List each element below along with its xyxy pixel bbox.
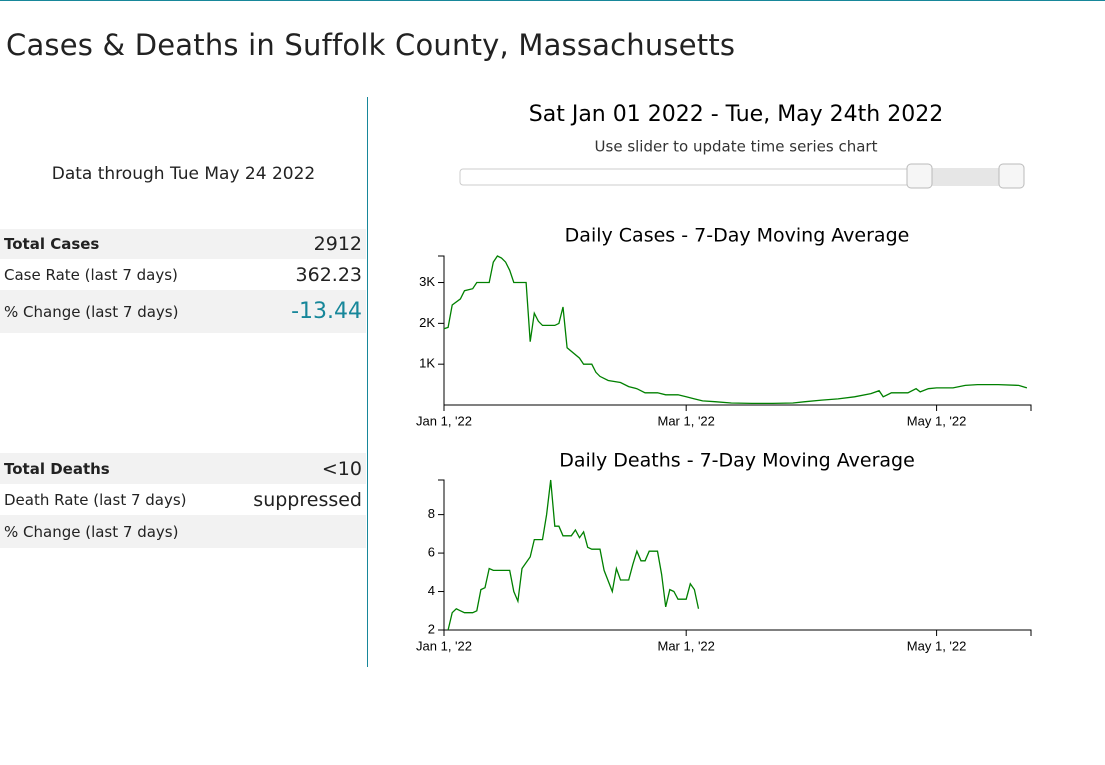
x-tick-label: May 1, '22: [907, 413, 967, 428]
x-tick-label: Jan 1, '22: [416, 413, 472, 428]
chart-title: Daily Deaths - 7-Day Moving Average: [559, 450, 915, 472]
slider-handle[interactable]: [998, 163, 1025, 189]
row-value: 2912: [313, 233, 362, 255]
divider: [367, 97, 368, 667]
slider-hint: Use slider to update time series chart: [595, 138, 878, 156]
x-tick-label: Mar 1, '22: [657, 413, 714, 428]
row-value: 362.23: [295, 263, 362, 286]
summary-row: Case Rate (last 7 days) 362.23: [0, 259, 366, 290]
slider-range: [920, 169, 1011, 185]
x-axis: [444, 629, 1032, 636]
summary-row: Death Rate (last 7 days) suppressed: [0, 484, 366, 515]
row-label: Death Rate (last 7 days): [4, 490, 187, 509]
summary-row: % Change (last 7 days) -13.44: [0, 290, 366, 333]
slider-handle[interactable]: [906, 163, 933, 189]
y-tick-label: 2: [428, 621, 435, 636]
x-tick-label: Jan 1, '22: [416, 638, 472, 653]
chart-title: Daily Cases - 7-Day Moving Average: [565, 225, 910, 247]
row-label: Total Cases: [4, 235, 100, 253]
y-axis: [438, 255, 445, 405]
y-tick-label: 4: [428, 583, 435, 598]
y-tick-label: 6: [428, 545, 435, 560]
x-axis: [444, 404, 1032, 411]
data-line: [447, 479, 700, 631]
row-value: -13.44: [291, 299, 362, 324]
y-tick-label: 1K: [419, 356, 435, 371]
row-value: <10: [321, 457, 362, 480]
x-tick-label: May 1, '22: [907, 638, 967, 653]
row-label: Total Deaths: [4, 459, 110, 478]
row-label: % Change (last 7 days): [4, 522, 179, 541]
date-note: Data through Tue May 24 2022: [51, 164, 316, 184]
y-axis: [438, 479, 445, 630]
summary-row: Total Deaths <10: [0, 453, 366, 484]
summary-row: % Change (last 7 days): [0, 515, 366, 548]
y-tick-label: 2K: [419, 315, 435, 330]
y-tick-label: 8: [428, 506, 435, 521]
y-tick-label: 3K: [419, 274, 435, 289]
x-tick-label: Mar 1, '22: [657, 638, 714, 653]
row-label: % Change (last 7 days): [4, 302, 179, 321]
page-title: Cases & Deaths in Suffolk County, Massac…: [6, 28, 736, 62]
summary-row: Total Cases 2912: [0, 229, 366, 259]
range-label: Sat Jan 01 2022 - Tue, May 24th 2022: [529, 102, 943, 127]
data-line: [443, 255, 1028, 405]
row-value: suppressed: [253, 488, 362, 511]
row-label: Case Rate (last 7 days): [4, 265, 178, 284]
top-border: [0, 0, 1105, 1]
